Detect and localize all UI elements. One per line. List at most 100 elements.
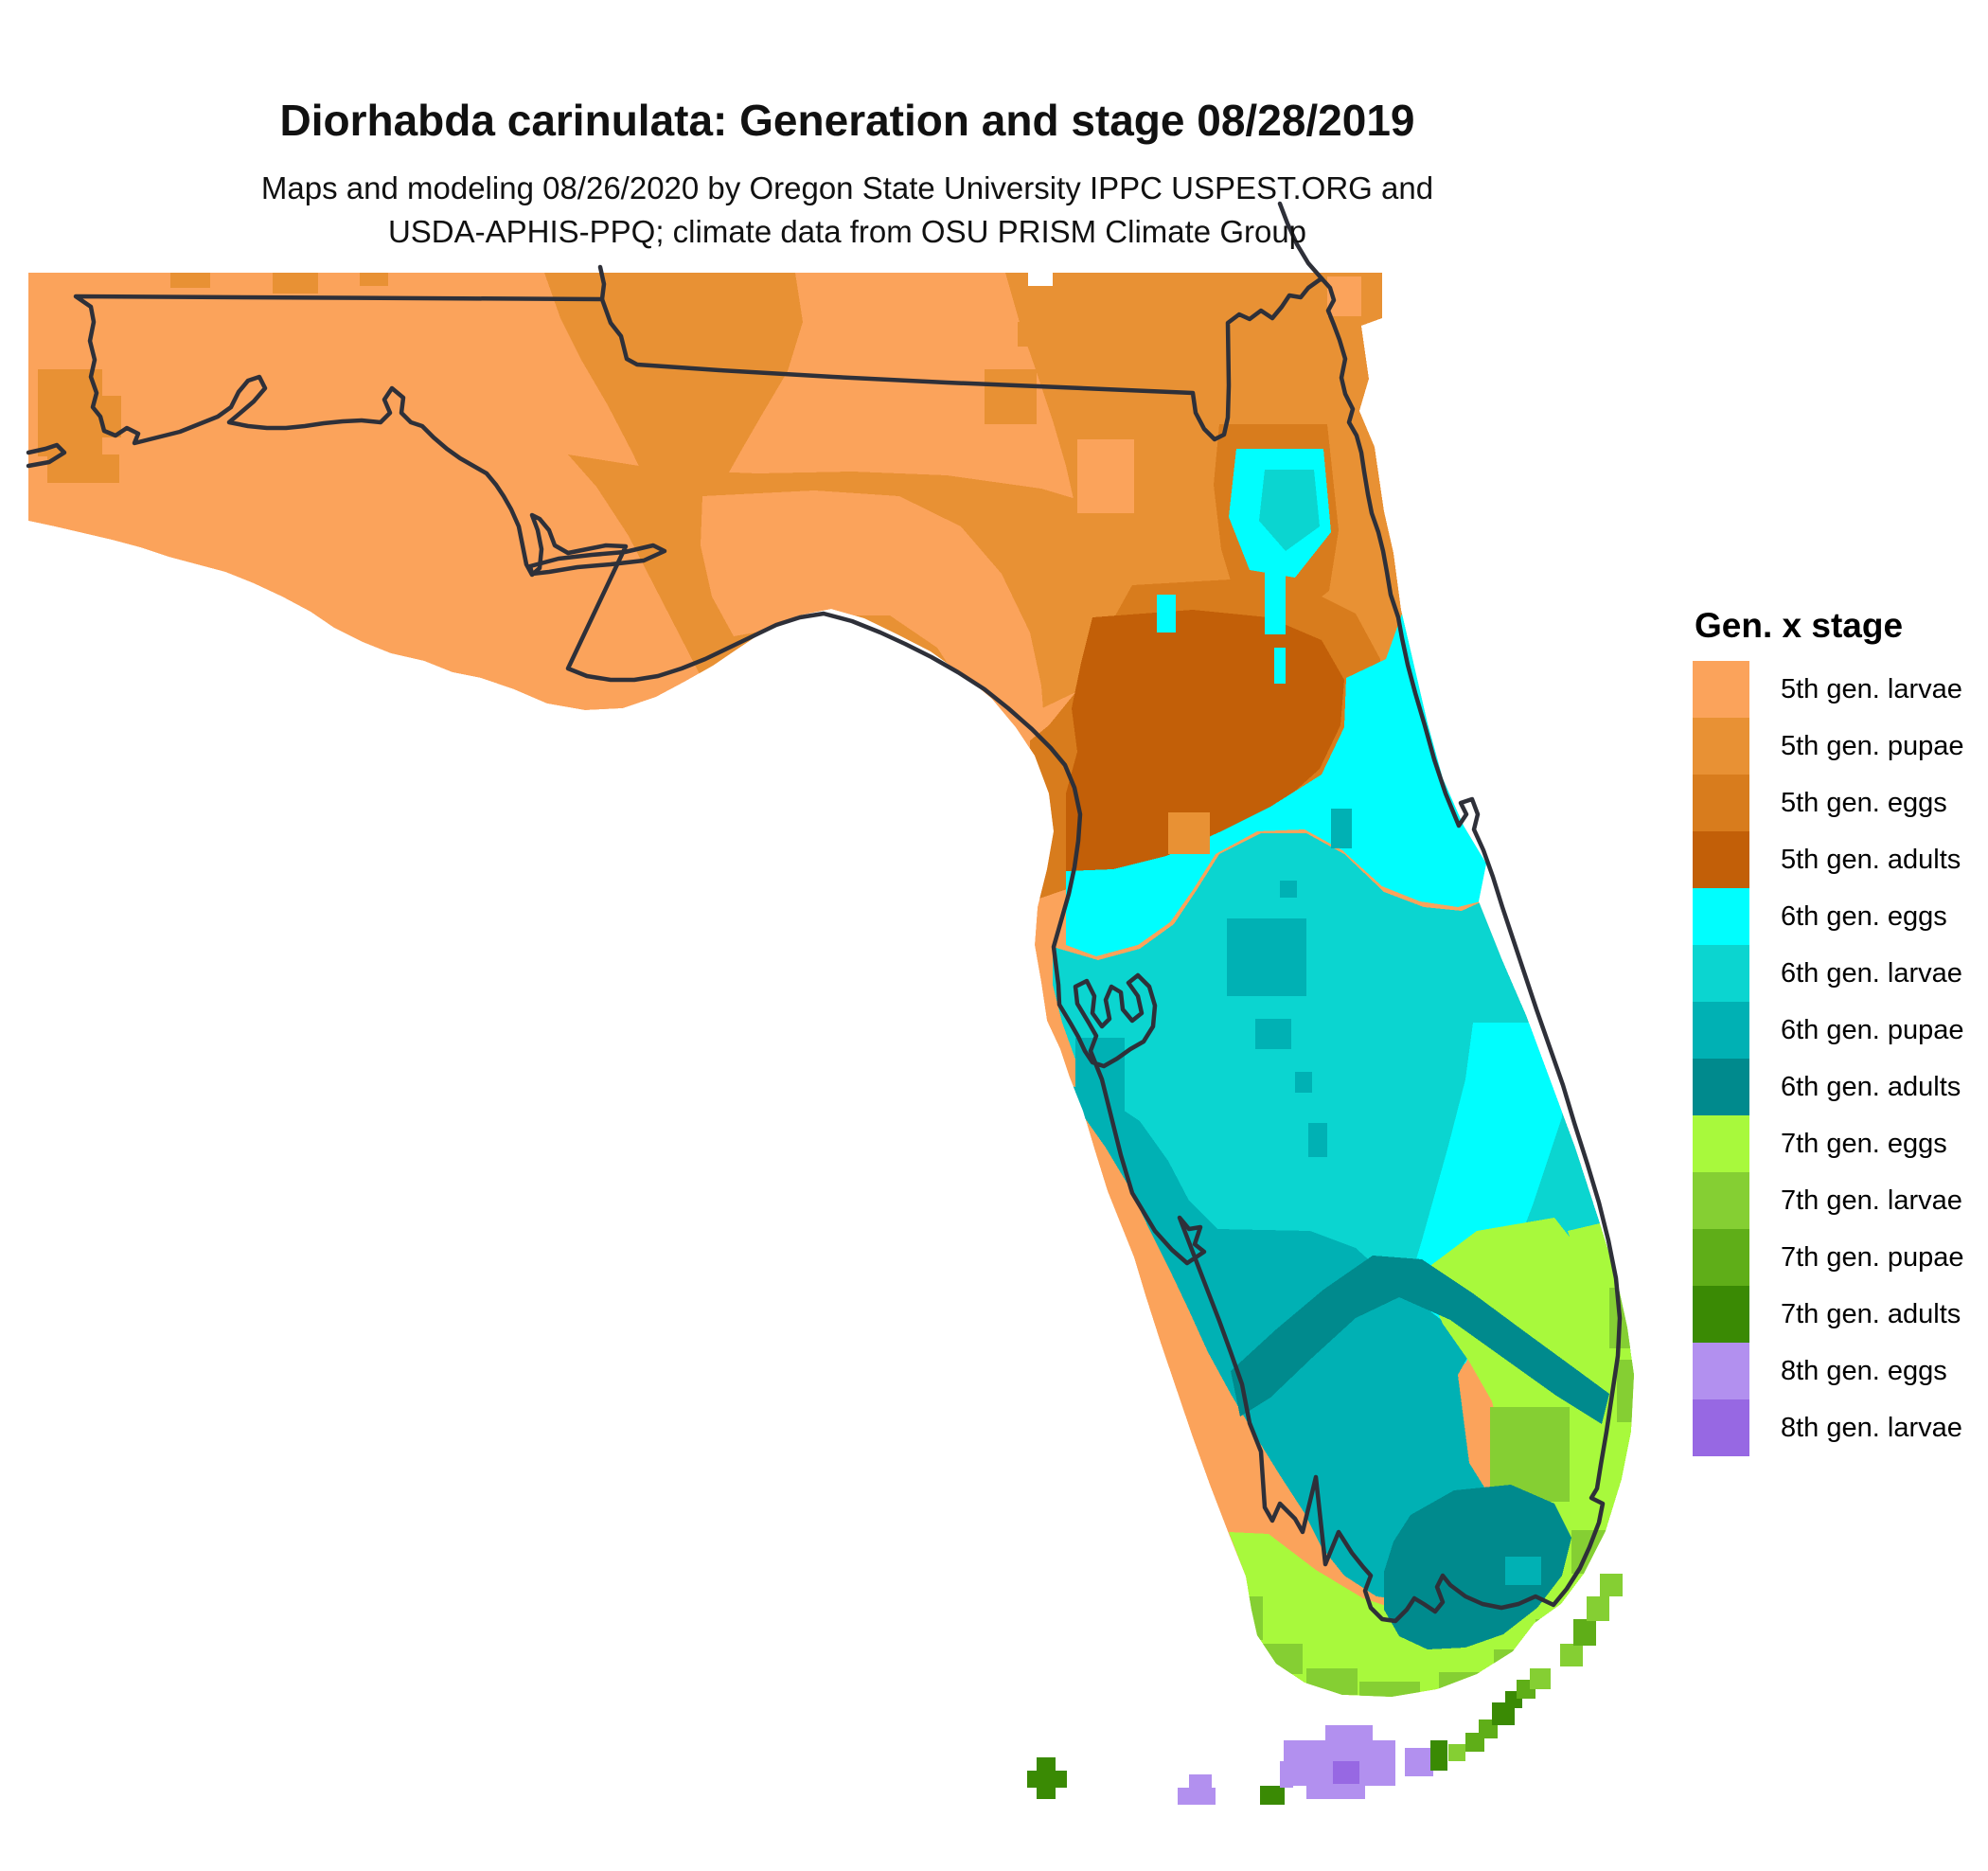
cell-6th-gen-eggs — [1274, 648, 1286, 684]
cell-6th-gen-pupae — [1227, 918, 1306, 996]
cell-5th-gen-pupae — [273, 273, 318, 294]
keys-cell-7th-gen-adults — [1430, 1740, 1447, 1771]
cell-6th-gen-pupae — [1255, 1019, 1291, 1049]
cell-7th-gen-larvae — [1617, 1360, 1634, 1422]
map-subtitle-line2: USDA-APHIS-PPQ; climate data from OSU PR… — [387, 214, 1307, 249]
cell-5th-gen-pupae — [47, 454, 119, 483]
keys-cell-8th-gen-eggs — [1405, 1748, 1433, 1776]
legend-label: 8th gen. larvae — [1781, 1412, 1962, 1443]
legend-label: 5th gen. adults — [1781, 844, 1961, 875]
legend-label: 7th gen. adults — [1781, 1298, 1961, 1329]
legend-swatch — [1693, 1172, 1749, 1229]
legend-swatch — [1693, 718, 1749, 775]
cell-5th-gen-pupae — [985, 369, 1037, 424]
cell-6th-gen-pupae — [1505, 1557, 1541, 1585]
legend-label: 6th gen. adults — [1781, 1071, 1961, 1102]
cell-5th-gen-pupae — [360, 273, 388, 286]
cell-7th-gen-larvae — [1261, 1644, 1303, 1674]
map-title: Diorhabda carinulata: Generation and sta… — [279, 96, 1415, 145]
legend-label: 8th gen. eggs — [1781, 1355, 1947, 1386]
region-5th-gen-pupae — [544, 273, 803, 545]
legend-swatch — [1693, 661, 1749, 718]
legend-swatch — [1693, 945, 1749, 1002]
legend-item: 6th gen. eggs — [1693, 888, 1977, 945]
boundary-path — [73, 276, 1623, 1624]
legend-item: 5th gen. eggs — [1693, 775, 1977, 831]
legend-items: 5th gen. larvae 5th gen. pupae 5th gen. eg… — [1693, 661, 1977, 1456]
cell-6th-gen-eggs — [1157, 595, 1176, 633]
legend-item: 7th gen. adults — [1693, 1286, 1977, 1343]
legend-title: Gen. x stage — [1695, 606, 1904, 645]
map-subtitle-line1: Maps and modeling 08/26/2020 by Oregon S… — [260, 170, 1434, 205]
legend-item: 7th gen. larvae — [1693, 1172, 1977, 1229]
cell-6th-gen-pupae — [1295, 1072, 1312, 1093]
keys-cell-8th-gen-eggs — [1189, 1774, 1212, 1790]
header: Diorhabda carinulata: Generation and sta… — [0, 0, 1695, 254]
legend-swatch — [1693, 831, 1749, 888]
legend-label: 7th gen. eggs — [1781, 1128, 1947, 1159]
map-subtitle: Maps and modeling 08/26/2020 by Oregon S… — [0, 167, 1695, 254]
keys-cell-7th-gen-larvae — [1587, 1596, 1609, 1621]
region-7th-gen-larvae — [1490, 1407, 1570, 1502]
legend-label: 5th gen. pupae — [1781, 730, 1964, 761]
legend-item: 7th gen. pupae — [1693, 1229, 1977, 1286]
cell-7th-gen-larvae — [1359, 1682, 1420, 1697]
keys-cell-8th-gen-larvae — [1333, 1761, 1359, 1784]
legend-label: 7th gen. pupae — [1781, 1241, 1964, 1273]
cell-7th-gen-larvae — [1233, 1596, 1263, 1640]
cell-5th-gen-pupae — [1168, 812, 1210, 854]
region-6th-gen-larvae — [1259, 470, 1320, 551]
legend-swatch — [1693, 1399, 1749, 1456]
legend-item: 8th gen. eggs — [1693, 1343, 1977, 1399]
raster-regions — [28, 273, 1634, 1697]
legend-label: 6th gen. pupae — [1781, 1014, 1964, 1045]
legend-swatch — [1693, 1002, 1749, 1059]
florida-keys-cells — [1027, 1574, 1623, 1805]
cell-6th-gen-pupae — [1280, 881, 1297, 898]
cell-5th-gen-larvae — [1077, 439, 1134, 513]
cell-7th-gen-larvae — [1306, 1668, 1358, 1695]
cell-5th-gen-larvae — [985, 720, 1030, 754]
legend-item: 5th gen. larvae — [1693, 661, 1977, 718]
boundary-path — [26, 442, 67, 469]
region-7th-gen-eggs — [1229, 1418, 1631, 1697]
legend-swatch — [1693, 1115, 1749, 1172]
keys-cell-7th-gen-pupae — [1573, 1619, 1596, 1646]
keys-cell-7th-gen-larvae — [1600, 1574, 1623, 1596]
keys-cell-8th-gen-eggs — [1325, 1725, 1373, 1742]
legend-label: 6th gen. eggs — [1781, 900, 1947, 932]
region-6th-gen-adults — [1231, 1256, 1609, 1424]
keys-cell-8th-gen-eggs — [1178, 1788, 1216, 1805]
legend-item: 6th gen. larvae — [1693, 945, 1977, 1002]
legend-label: 5th gen. eggs — [1781, 787, 1947, 818]
legend-item: 8th gen. larvae — [1693, 1399, 1977, 1456]
cell-7th-gen-larvae — [1535, 1619, 1573, 1646]
legend-item: 6th gen. pupae — [1693, 1002, 1977, 1059]
boundary-path — [597, 264, 607, 302]
legend-item: 5th gen. adults — [1693, 831, 1977, 888]
legend-swatch — [1693, 1229, 1749, 1286]
legend-swatch — [1693, 1059, 1749, 1115]
legend-item: 6th gen. adults — [1693, 1059, 1977, 1115]
keys-cell-7th-gen-larvae — [1560, 1644, 1583, 1666]
cell-7th-gen-larvae — [1439, 1672, 1490, 1695]
boundary-path — [527, 543, 667, 577]
cell-6th-gen-pupae — [1331, 809, 1352, 848]
cell-6th-gen-eggs — [1265, 564, 1286, 634]
legend-label: 5th gen. larvae — [1781, 673, 1962, 704]
legend-item: 5th gen. pupae — [1693, 718, 1977, 775]
region-6th-gen-eggs — [1066, 606, 1488, 956]
legend-label: 7th gen. larvae — [1781, 1185, 1962, 1216]
legend-item: 7th gen. eggs — [1693, 1115, 1977, 1172]
boundary-path — [1277, 201, 1324, 281]
state-boundary-outline — [26, 201, 1623, 1624]
legend-swatch — [1693, 888, 1749, 945]
legend-label: 6th gen. larvae — [1781, 957, 1962, 989]
keys-cell-7th-gen-larvae — [1448, 1744, 1465, 1761]
cell-6th-gen-pupae — [1308, 1123, 1327, 1157]
cell-5th-gen-pupae — [170, 273, 210, 288]
keys-cell-8th-gen-eggs — [1306, 1784, 1365, 1799]
cell-7th-gen-larvae — [1609, 1288, 1634, 1348]
